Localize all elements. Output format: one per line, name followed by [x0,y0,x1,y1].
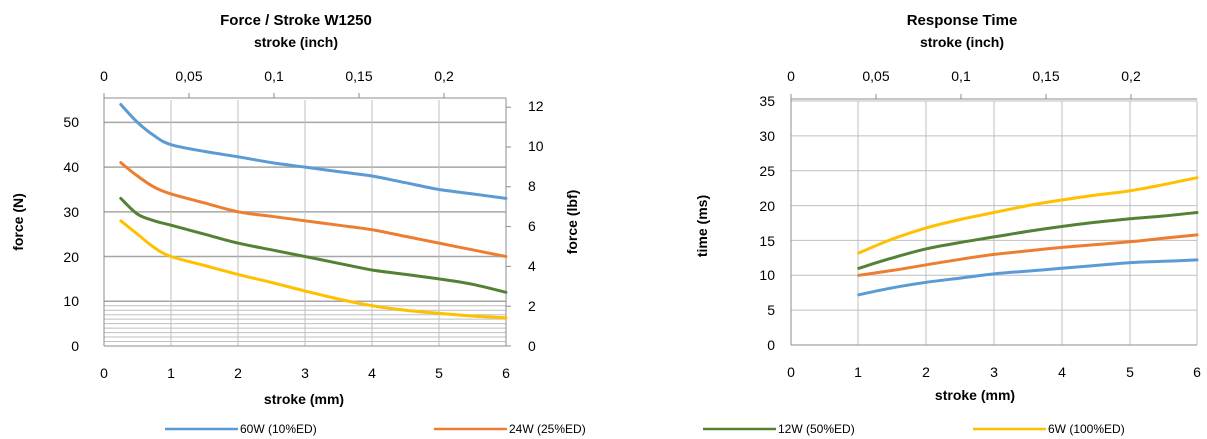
y2-tick-label: 2 [528,298,536,314]
legend-label: 6W (100%ED) [1048,422,1125,436]
y-axis-title: force (N) [10,193,26,251]
series-line [857,258,1199,297]
x-axis-title: stroke (mm) [935,387,1015,403]
series-line [857,233,1199,277]
legend-item: 24W (25%ED) [434,422,586,436]
x-tick-label: 6 [1193,364,1201,380]
y-tick-label: 35 [759,93,775,109]
top-x-axis-title: stroke (inch) [920,34,1004,50]
x-tick-label: 0 [787,364,795,380]
y-axis-ticks: 0 5 10 15 20 25 30 35 [759,93,775,353]
chart-title: Response Time [907,12,1018,29]
series-line [119,196,508,294]
top-x-tick-label: 0,1 [264,68,284,84]
x-tick-label: 3 [301,365,309,381]
legend: 60W (10%ED) 24W (25%ED) 12W (50%ED) 6W (… [165,422,1125,436]
series-line [857,176,1199,255]
legend-item: 12W (50%ED) [703,422,855,436]
x-tick-label: 6 [502,365,510,381]
top-x-axis-ticks: 0 0,05 0,1 0,15 0,2 [787,68,1141,84]
y-tick-label: 30 [63,204,79,220]
y-tick-label: 25 [759,163,775,179]
y-tick-label: 20 [759,198,775,214]
top-x-tick-label: 0 [100,68,108,84]
y-tick-label: 40 [63,159,79,175]
y-tick-label: 0 [71,338,79,354]
y2-tick-label: 8 [528,178,536,194]
y-axis-ticks: 0 10 20 30 40 50 [63,114,79,354]
y2-tick-label: 10 [528,138,544,154]
y-tick-label: 10 [63,293,79,309]
y-tick-label: 30 [759,128,775,144]
top-x-axis-ticks: 0 0,05 0,1 0,15 0,2 [100,68,454,84]
plot-area [790,94,1199,346]
series-line [119,103,508,200]
y-tick-label: 5 [767,302,775,318]
y2-tick-label: 0 [528,338,536,354]
legend-item: 60W (10%ED) [165,422,317,436]
y-tick-label: 0 [767,337,775,353]
series-line [119,219,508,320]
x-axis-ticks: 0 1 2 3 4 5 6 [100,365,510,381]
y2-tick-label: 12 [528,98,544,114]
top-x-tick-label: 0,15 [1032,68,1059,84]
y-tick-label: 50 [63,114,79,130]
top-x-tick-label: 0 [787,68,795,84]
top-x-tick-label: 0,05 [862,68,889,84]
legend-item: 6W (100%ED) [973,422,1125,436]
y-tick-label: 20 [63,249,79,265]
x-tick-label: 2 [234,365,242,381]
top-x-tick-label: 0,2 [1121,68,1141,84]
x-tick-label: 4 [1058,364,1066,380]
y-tick-label: 10 [759,267,775,283]
top-x-tick-label: 0,1 [951,68,971,84]
x-tick-label: 3 [990,364,998,380]
y2-tick-label: 6 [528,218,536,234]
legend-label: 24W (25%ED) [509,422,586,436]
top-x-tick-label: 0,15 [345,68,372,84]
top-x-axis-title: stroke (inch) [254,34,338,50]
response-time-chart: Response Time stroke (inch) stroke (mm) … [694,12,1201,403]
x-tick-label: 1 [167,365,175,381]
x-tick-label: 1 [854,364,862,380]
x-tick-label: 5 [435,365,443,381]
chart-title: Force / Stroke W1250 [220,12,372,29]
series-line [857,211,1199,270]
legend-label: 60W (10%ED) [240,422,317,436]
y-tick-label: 15 [759,233,775,249]
x-tick-label: 0 [100,365,108,381]
top-x-tick-label: 0,05 [175,68,202,84]
secondary-y-axis-ticks: 0 2 4 6 8 10 12 [528,98,544,354]
x-axis-ticks: 0 1 2 3 4 5 6 [787,364,1201,380]
force-stroke-chart: Force / Stroke W1250 stroke (inch) strok… [10,12,580,407]
series-line [119,161,508,258]
top-x-tick-label: 0,2 [434,68,454,84]
x-axis-title: stroke (mm) [264,391,344,407]
y-axis-title: time (ms) [694,195,710,257]
x-tick-label: 5 [1126,364,1134,380]
x-tick-label: 4 [368,365,376,381]
secondary-y-axis-title: force (lbf) [564,190,580,255]
plot-area [103,93,511,347]
x-tick-label: 2 [922,364,930,380]
legend-label: 12W (50%ED) [778,422,855,436]
y2-tick-label: 4 [528,258,536,274]
